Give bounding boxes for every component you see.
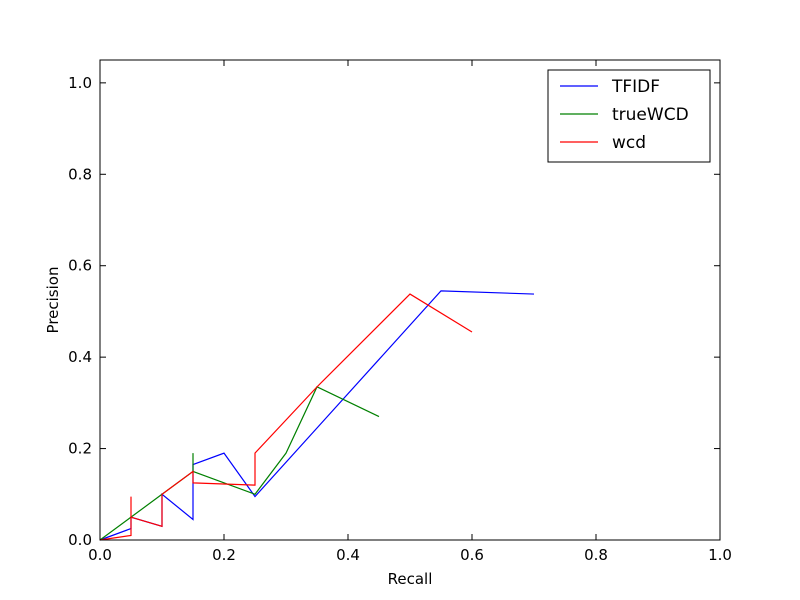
legend: TFIDF trueWCD wcd	[547, 69, 711, 163]
x-tick-label: 0.2	[212, 546, 236, 564]
series-layer	[99, 290, 535, 541]
y-tick-label: 0.4	[68, 348, 92, 366]
legend-label-wcd: wcd	[612, 133, 646, 153]
y-tick-label: 0.0	[68, 531, 92, 549]
x-tick-label: 0.4	[336, 546, 360, 564]
series-line-truewcd	[99, 386, 380, 541]
y-tick-label: 1.0	[68, 74, 92, 92]
legend-label-tfidf: TFIDF	[611, 77, 660, 97]
x-tick-label: 0.0	[88, 546, 112, 564]
y-tick-label: 0.6	[68, 257, 92, 275]
plot-frame	[99, 59, 721, 541]
legend-label-truewcd: trueWCD	[612, 105, 689, 125]
y-tick-label: 0.2	[68, 440, 92, 458]
x-axis: 0.0 0.2 0.4 0.6 0.8 1.0	[88, 60, 732, 564]
x-tick-label: 0.8	[584, 546, 608, 564]
y-tick-label: 0.8	[68, 165, 92, 183]
x-tick-label: 0.6	[460, 546, 484, 564]
x-tick-label: 1.0	[708, 546, 732, 564]
series-line-wcd	[99, 293, 473, 541]
series-line-tfidf	[99, 290, 535, 541]
y-axis: 0.0 0.2 0.4 0.6 0.8 1.0	[68, 74, 720, 549]
x-axis-label: Recall	[388, 570, 433, 588]
legend-box	[547, 69, 711, 163]
y-axis-label: Precision	[44, 267, 62, 334]
